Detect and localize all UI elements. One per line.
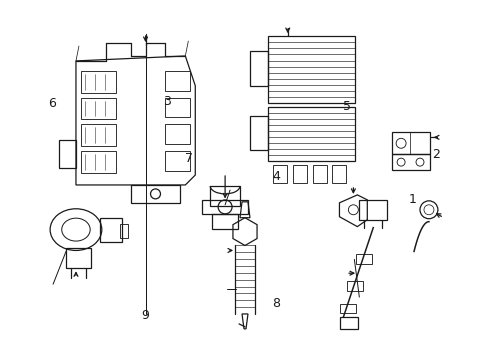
Bar [202, 200, 247, 214]
Text: 1: 1 [407, 193, 415, 206]
Bar [332, 165, 346, 183]
Bar [346, 281, 363, 291]
Bar [81, 98, 116, 120]
Bar [120, 224, 127, 238]
Bar [59, 140, 76, 168]
Bar [339, 303, 355, 314]
Text: 7: 7 [184, 152, 192, 165]
Bar [81, 151, 116, 173]
Bar [165, 98, 190, 117]
Bar [267, 107, 355, 161]
Bar [359, 200, 386, 220]
Bar [100, 218, 122, 242]
Text: 9: 9 [141, 309, 148, 322]
Bar [165, 151, 190, 171]
Bar [81, 125, 116, 146]
Bar [165, 71, 190, 91]
Bar [391, 154, 429, 170]
Text: 3: 3 [163, 95, 170, 108]
Text: 2: 2 [432, 148, 440, 162]
Bar [267, 36, 355, 103]
Text: 8: 8 [271, 297, 280, 310]
Text: 4: 4 [272, 170, 280, 183]
Text: 6: 6 [48, 97, 56, 110]
Bar [212, 214, 238, 229]
Bar [391, 132, 429, 154]
Bar [81, 71, 116, 93]
Bar [66, 248, 91, 268]
Bar [165, 125, 190, 144]
Bar [356, 255, 371, 264]
Bar [130, 185, 180, 203]
Bar [292, 165, 306, 183]
Text: 5: 5 [342, 100, 350, 113]
Bar [272, 165, 286, 183]
Bar [312, 165, 326, 183]
Bar [340, 317, 358, 329]
Bar [249, 116, 267, 150]
Bar [249, 51, 267, 86]
